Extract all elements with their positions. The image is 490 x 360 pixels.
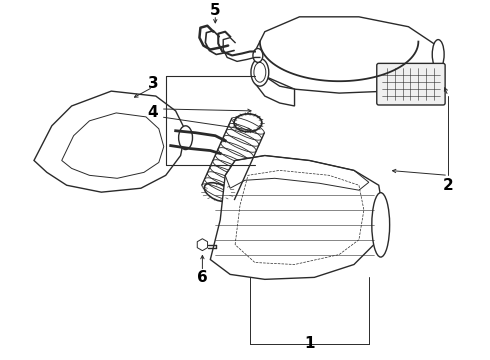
Ellipse shape (372, 193, 390, 257)
Polygon shape (210, 156, 384, 279)
Ellipse shape (253, 49, 263, 62)
Ellipse shape (251, 58, 269, 86)
Text: 2: 2 (443, 178, 453, 193)
Ellipse shape (432, 40, 444, 69)
Polygon shape (255, 17, 443, 93)
Polygon shape (255, 62, 294, 106)
Ellipse shape (179, 126, 193, 149)
Text: 4: 4 (147, 105, 158, 120)
FancyBboxPatch shape (377, 63, 445, 105)
Text: 5: 5 (210, 3, 221, 18)
Text: 3: 3 (147, 76, 158, 91)
Text: 1: 1 (304, 336, 315, 351)
Text: 6: 6 (197, 270, 208, 285)
Polygon shape (34, 91, 186, 192)
Polygon shape (197, 239, 208, 251)
